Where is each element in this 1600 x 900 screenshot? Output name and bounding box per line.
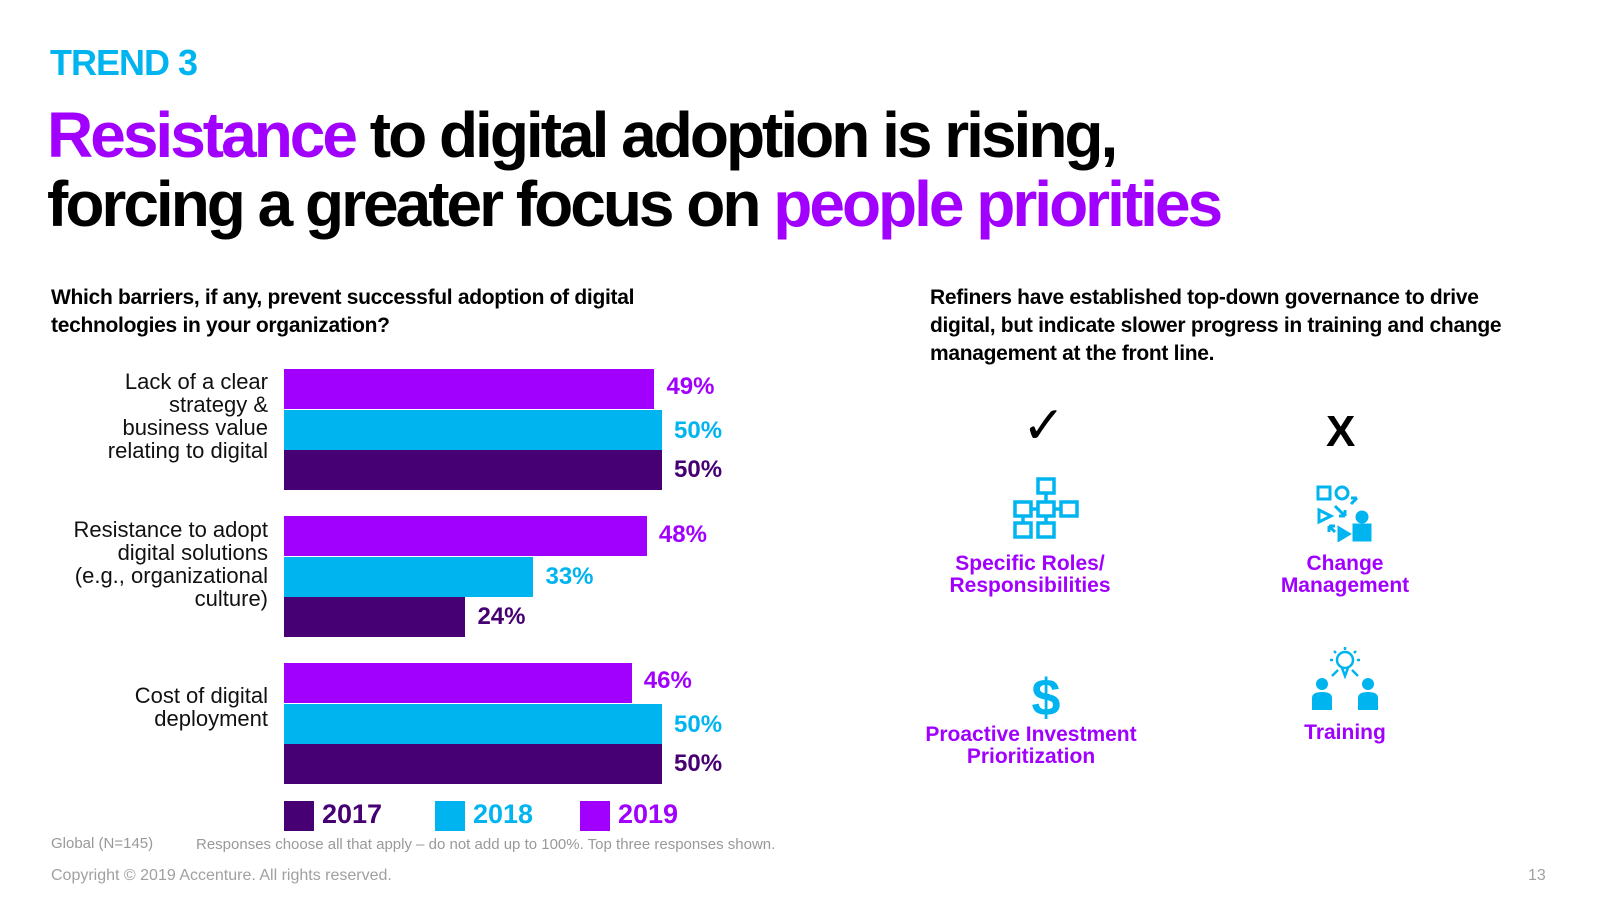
copyright: Copyright © 2019 Accenture. All rights r… (51, 867, 392, 884)
org-chart-icon (1011, 477, 1083, 541)
change-label: Change Management (1245, 553, 1445, 597)
category-line: Cost of digital (134, 683, 268, 708)
x-mark-icon: X (1326, 407, 1356, 456)
data-label-2017-cost: 50% (674, 750, 723, 777)
left-question: Which barriers, if any, prevent successf… (51, 286, 635, 337)
headline-text-1: to digital adoption is rising, (354, 99, 1119, 171)
investment-label-line: Proactive Investment (925, 723, 1137, 746)
dollar-icon: $ (1028, 670, 1064, 722)
category-line: culture) (194, 586, 268, 611)
data-label-2019-resistance: 48% (658, 521, 707, 548)
change-management-icon (1315, 484, 1375, 542)
roles-label: Specific Roles/ Responsibilities (930, 553, 1130, 597)
investment-label-line: Prioritization (966, 745, 1096, 768)
legend-swatch-2018 (435, 801, 465, 831)
category-line: digital solutions (117, 540, 268, 565)
check-mark-icon: ✓ (1022, 397, 1066, 455)
bar-2017-cost (284, 744, 662, 784)
svg-text:$: $ (1032, 670, 1061, 722)
category-label-3: Cost of digital deployment (18, 684, 268, 730)
data-label-2018-cost: 50% (674, 711, 723, 738)
legend-swatch-2019 (580, 801, 610, 831)
legend-label-2019: 2019 (618, 799, 679, 829)
bar-2018-resistance (284, 557, 534, 597)
sample-size: Global (N=145) (51, 835, 154, 852)
category-line: Resistance to adopt (73, 517, 268, 542)
training-label: Training (1245, 722, 1445, 744)
category-line: Lack of a clear (124, 369, 268, 394)
training-icon (1310, 646, 1380, 710)
bar-2017-lack-of-strategy (284, 450, 662, 490)
legend-label-2018: 2018 (473, 799, 534, 829)
category-line: strategy & (168, 392, 268, 417)
bar-2019-cost (284, 663, 632, 703)
data-label-2017-resistance: 24% (477, 603, 526, 630)
bar-2018-cost (284, 704, 662, 744)
footnote: Responses choose all that apply – do not… (196, 836, 776, 853)
bar-2017-resistance (284, 597, 466, 637)
category-line: relating to digital (107, 438, 268, 463)
roles-label-line: Specific Roles/ (955, 552, 1105, 575)
bar-2019-resistance (284, 516, 647, 556)
category-line: business value (122, 415, 268, 440)
right-question: Refiners have established top-down gover… (930, 286, 1502, 365)
category-line: (e.g., organizational (74, 563, 268, 588)
page-number: 13 (1528, 867, 1546, 884)
data-label-2018-resistance: 33% (545, 563, 594, 590)
data-label-2019-lack-of-strategy: 49% (666, 373, 715, 400)
change-label-line: Change (1306, 552, 1384, 575)
bar-2018-lack-of-strategy (284, 410, 662, 450)
change-label-line: Management (1280, 574, 1410, 597)
data-label-2017-lack-of-strategy: 50% (674, 456, 723, 483)
trend-label: TREND 3 (50, 42, 198, 83)
bar-2019-lack-of-strategy (284, 369, 655, 409)
data-label-2019-cost: 46% (643, 667, 692, 694)
headline-text-2: forcing a greater focus on (47, 168, 774, 240)
headline-accent-2: people priorities (773, 168, 1223, 240)
legend-label-2017: 2017 (322, 799, 383, 829)
headline-accent-1: Resistance (47, 99, 358, 171)
headline-line-2: forcing a greater focus on people priori… (47, 172, 1223, 236)
roles-label-line: Responsibilities (949, 574, 1111, 597)
training-label-line: Training (1304, 721, 1386, 744)
investment-label: Proactive Investment Prioritization (906, 724, 1156, 768)
category-label-2: Resistance to adopt digital solutions (e… (18, 518, 268, 610)
headline-line-1: Resistance to digital adoption is rising… (47, 103, 1118, 167)
category-line: deployment (154, 706, 268, 731)
category-label-1: Lack of a clear strategy & business valu… (18, 370, 268, 462)
data-label-2018-lack-of-strategy: 50% (674, 417, 723, 444)
legend-swatch-2017 (284, 801, 314, 831)
